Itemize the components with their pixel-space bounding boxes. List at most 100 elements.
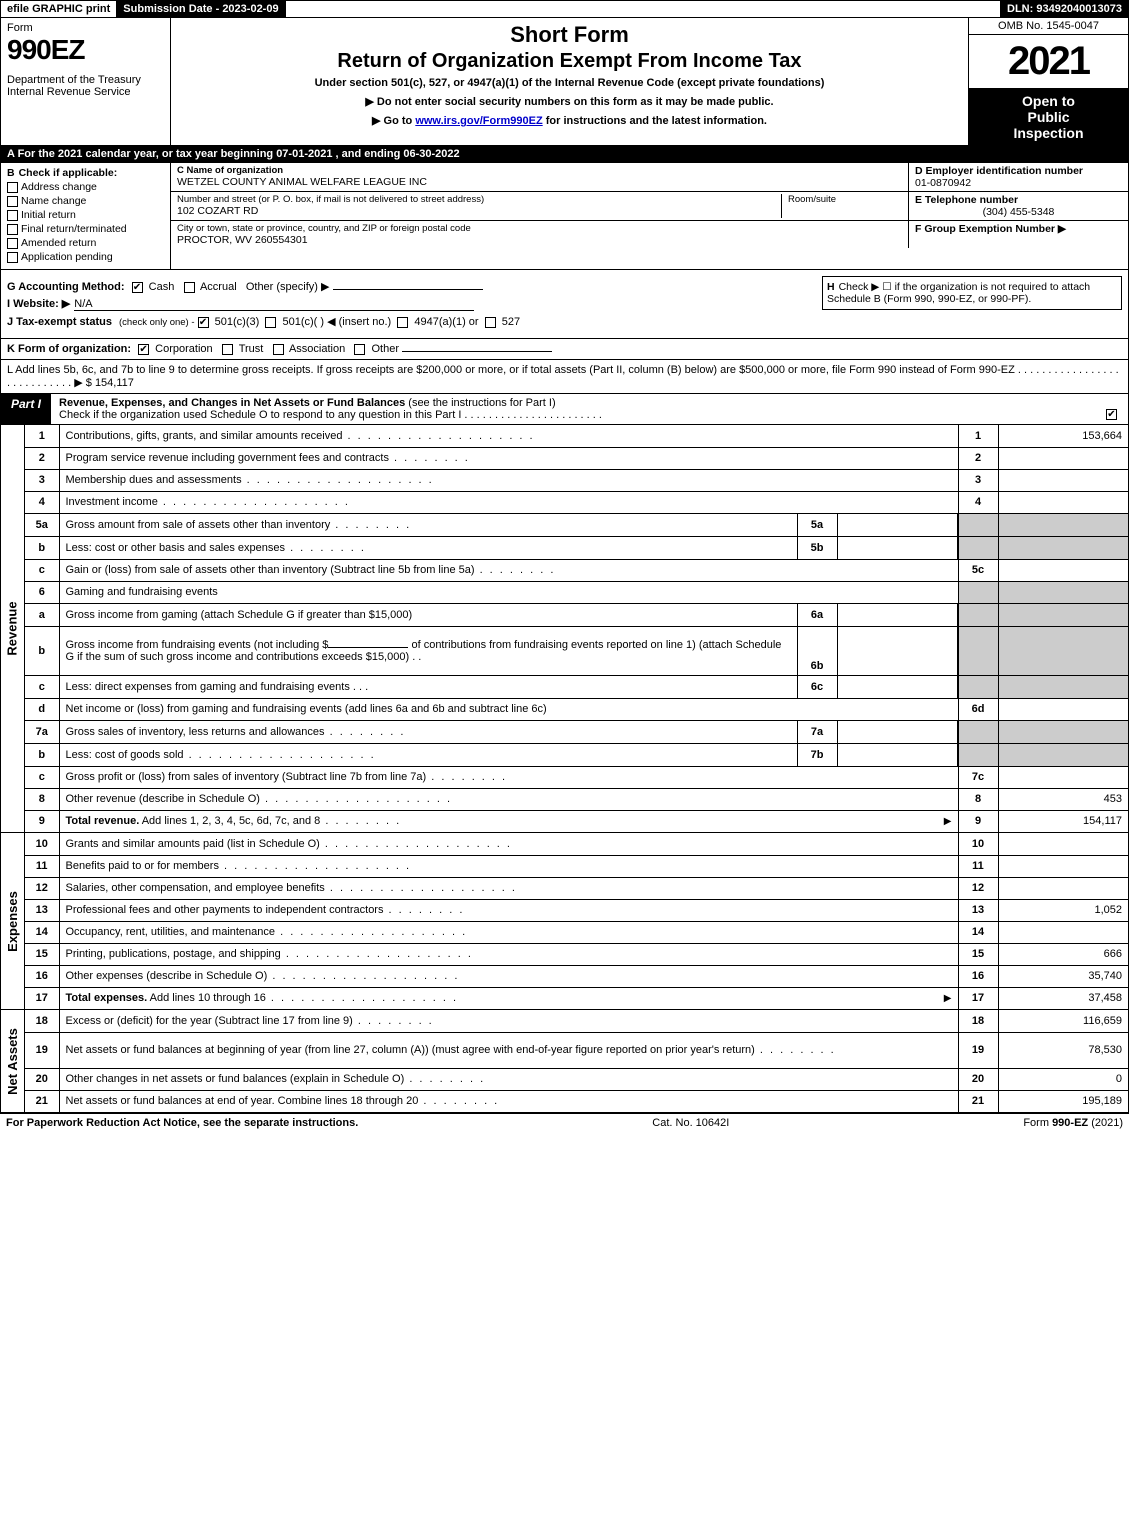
irs-link[interactable]: www.irs.gov/Form990EZ — [415, 115, 542, 127]
line-15: 15Printing, publications, postage, and s… — [25, 943, 1128, 965]
c-city-block: City or town, state or province, country… — [171, 221, 908, 248]
line-9: 9Total revenue. Add lines 1, 2, 3, 4, 5c… — [25, 810, 1128, 832]
submission-date: Submission Date - 2023-02-09 — [117, 1, 285, 17]
instr-goto: ▶ Go to www.irs.gov/Form990EZ for instru… — [372, 114, 767, 127]
form-number: 990EZ — [7, 34, 164, 66]
header-left: Form 990EZ Department of the Treasury In… — [1, 18, 171, 145]
f-group-block: F Group Exemption Number ▶ — [908, 221, 1128, 248]
side-label-netassets: Net Assets — [1, 1010, 25, 1112]
line-21: 21Net assets or fund balances at end of … — [25, 1090, 1128, 1112]
header-right: OMB No. 1545-0047 2021 Open to Public In… — [968, 18, 1128, 145]
line-6c: cLess: direct expenses from gaming and f… — [25, 675, 1128, 698]
line-17: 17Total expenses. Add lines 10 through 1… — [25, 987, 1128, 1009]
line-5b: bLess: cost or other basis and sales exp… — [25, 536, 1128, 559]
topbar-spacer — [286, 1, 1001, 17]
netassets-table: 18Excess or (deficit) for the year (Subt… — [25, 1010, 1128, 1112]
line-14: 14Occupancy, rent, utilities, and mainte… — [25, 921, 1128, 943]
chk-accrual[interactable] — [184, 282, 195, 293]
chk-address-change[interactable]: Address change — [7, 181, 164, 193]
d-label: D Employer identification number — [915, 165, 1122, 177]
chk-501c3[interactable] — [198, 317, 209, 328]
tax-year: 2021 — [969, 35, 1128, 88]
chk-corporation[interactable] — [138, 344, 149, 355]
line-4: 4Investment income4 — [25, 491, 1128, 513]
org-street: 102 COZART RD — [177, 205, 775, 217]
other-specify-input[interactable] — [333, 289, 483, 290]
title-short-form: Short Form — [510, 22, 629, 48]
c-name-block: C Name of organization WETZEL COUNTY ANI… — [171, 163, 908, 191]
chk-other-org[interactable] — [354, 344, 365, 355]
c-street-block: Number and street (or P. O. box, if mail… — [171, 192, 908, 220]
row-a-tax-year: A For the 2021 calendar year, or tax yea… — [0, 146, 1129, 163]
line-5c: cGain or (loss) from sale of assets othe… — [25, 559, 1128, 581]
line-5a: 5aGross amount from sale of assets other… — [25, 513, 1128, 536]
efile-print[interactable]: efile GRAPHIC print — [1, 1, 117, 17]
chk-initial-return[interactable]: Initial return — [7, 209, 164, 221]
section-b-through-f: BCheck if applicable: Address change Nam… — [0, 163, 1129, 270]
instr-suffix: for instructions and the latest informat… — [543, 115, 767, 127]
side-label-expenses: Expenses — [1, 833, 25, 1009]
line-6b: bGross income from fundraising events (n… — [25, 626, 1128, 675]
dept-irs: Internal Revenue Service — [7, 86, 164, 98]
chk-schedule-o[interactable] — [1106, 409, 1117, 420]
d-ein-block: D Employer identification number 01-0870… — [908, 163, 1128, 191]
line-1: 1Contributions, gifts, grants, and simil… — [25, 425, 1128, 447]
chk-application-pending[interactable]: Application pending — [7, 251, 164, 263]
inspect-line2: Public — [973, 109, 1124, 125]
line-20: 20Other changes in net assets or fund ba… — [25, 1068, 1128, 1090]
chk-cash[interactable] — [132, 282, 143, 293]
chk-527[interactable] — [485, 317, 496, 328]
h-schedule-b-box: HCheck ▶ ☐ if the organization is not re… — [822, 276, 1122, 310]
org-city: PROCTOR, WV 260554301 — [177, 234, 902, 246]
f-label: F Group Exemption Number ▶ — [915, 223, 1122, 235]
line-3: 3Membership dues and assessments3 — [25, 469, 1128, 491]
chk-amended-return[interactable]: Amended return — [7, 237, 164, 249]
expenses-grid: Expenses 10Grants and similar amounts pa… — [0, 833, 1129, 1010]
header-center: Short Form Return of Organization Exempt… — [171, 18, 968, 145]
part-i-check-line: Check if the organization used Schedule … — [59, 409, 602, 421]
l-text: L Add lines 5b, 6c, and 7b to line 9 to … — [7, 364, 1119, 389]
org-name: WETZEL COUNTY ANIMAL WELFARE LEAGUE INC — [177, 176, 902, 188]
chk-final-return[interactable]: Final return/terminated — [7, 223, 164, 235]
col-cde: C Name of organization WETZEL COUNTY ANI… — [171, 163, 1128, 269]
form-header: Form 990EZ Department of the Treasury In… — [0, 18, 1129, 146]
line-11: 11Benefits paid to or for members11 — [25, 855, 1128, 877]
section-ghij: HCheck ▶ ☐ if the organization is not re… — [0, 270, 1129, 339]
chk-association[interactable] — [273, 344, 284, 355]
part-i-tab: Part I — [1, 394, 51, 424]
part-i-header: Part I Revenue, Expenses, and Changes in… — [0, 394, 1129, 425]
line-16: 16Other expenses (describe in Schedule O… — [25, 965, 1128, 987]
footer-paperwork: For Paperwork Reduction Act Notice, see … — [6, 1117, 358, 1129]
ein-value: 01-0870942 — [915, 177, 1122, 189]
line-7a: 7aGross sales of inventory, less returns… — [25, 720, 1128, 743]
phone-value: (304) 455-5348 — [915, 206, 1122, 218]
line-8: 8Other revenue (describe in Schedule O)8… — [25, 788, 1128, 810]
chk-trust[interactable] — [222, 344, 233, 355]
chk-4947[interactable] — [397, 317, 408, 328]
b-header: Check if applicable: — [19, 167, 118, 179]
expenses-table: 10Grants and similar amounts paid (list … — [25, 833, 1128, 1009]
line-13: 13Professional fees and other payments t… — [25, 899, 1128, 921]
instr-prefix: ▶ Go to — [372, 115, 415, 127]
line-18: 18Excess or (deficit) for the year (Subt… — [25, 1010, 1128, 1032]
omb-number: OMB No. 1545-0047 — [969, 18, 1128, 35]
section-l: L Add lines 5b, 6c, and 7b to line 9 to … — [0, 360, 1129, 394]
line-6: 6Gaming and fundraising events — [25, 581, 1128, 603]
revenue-grid: Revenue 1Contributions, gifts, grants, a… — [0, 425, 1129, 833]
c-city-label: City or town, state or province, country… — [177, 223, 902, 234]
c-name-label: C Name of organization — [177, 165, 283, 176]
h-text: Check ▶ ☐ if the organization is not req… — [827, 281, 1090, 305]
part-i-title: Revenue, Expenses, and Changes in Net As… — [51, 394, 1128, 424]
other-org-input[interactable] — [402, 351, 552, 352]
chk-501c[interactable] — [265, 317, 276, 328]
footer-form-ref: Form 990-EZ (2021) — [1023, 1117, 1123, 1129]
chk-name-change[interactable]: Name change — [7, 195, 164, 207]
col-b-check-applicable: BCheck if applicable: Address change Nam… — [1, 163, 171, 269]
e-label: E Telephone number — [915, 194, 1122, 206]
section-k: K Form of organization: Corporation Trus… — [0, 339, 1129, 360]
j-tax-exempt: J Tax-exempt status (check only one) - 5… — [7, 315, 1122, 328]
inspect-line3: Inspection — [973, 125, 1124, 141]
line-6d: dNet income or (loss) from gaming and fu… — [25, 698, 1128, 720]
line-2: 2Program service revenue including gover… — [25, 447, 1128, 469]
line-19: 19Net assets or fund balances at beginni… — [25, 1032, 1128, 1068]
